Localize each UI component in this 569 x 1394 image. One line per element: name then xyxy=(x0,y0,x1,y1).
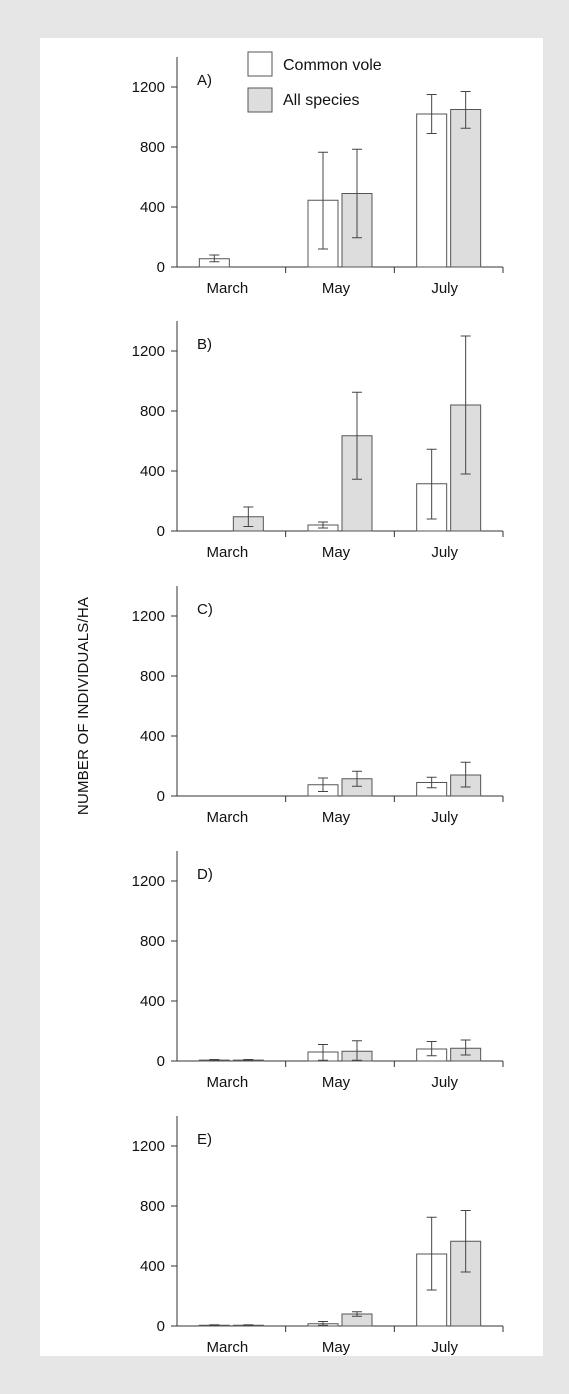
y-tick-label: 800 xyxy=(140,933,165,950)
panel-d: 0 400 800 1200 March May July D) xyxy=(132,851,504,1091)
y-tick-label: 800 xyxy=(140,1198,165,1215)
chart-panels: 0 400 800 1200 March May July A) 0 400 800 1200 Marc… xyxy=(132,57,504,1356)
bar-chart-figure: 0 400 800 1200 March May July A) 0 400 800 1200 Marc… xyxy=(75,51,504,1356)
panel-e: 0 400 800 1200 March May July E) xyxy=(132,1116,504,1356)
y-tick-label: 400 xyxy=(140,993,165,1010)
y-tick-label: 0 xyxy=(157,1053,165,1070)
y-tick-label: 0 xyxy=(157,523,165,540)
x-tick-label-may: May xyxy=(322,1339,351,1356)
panel-letter: C) xyxy=(197,601,213,618)
panel-a: 0 400 800 1200 March May July A) xyxy=(132,57,504,297)
x-tick-label-march: March xyxy=(206,1074,248,1091)
x-tick-label-march: March xyxy=(206,280,248,297)
panel-b: 0 400 800 1200 March May July B) xyxy=(132,321,504,561)
legend-label-all-species: All species xyxy=(283,92,359,109)
figure-panel: 0 400 800 1200 March May July A) 0 400 800 1200 Marc… xyxy=(40,38,543,1356)
x-tick-label-march: March xyxy=(206,1339,248,1356)
x-tick-label-may: May xyxy=(322,544,351,561)
x-tick-label-march: March xyxy=(206,809,248,826)
x-tick-label-july: July xyxy=(431,1339,458,1356)
x-tick-label-july: July xyxy=(431,544,458,561)
y-tick-label: 800 xyxy=(140,668,165,685)
legend-swatch-common-vole xyxy=(247,51,273,77)
panel-letter: A) xyxy=(197,72,212,89)
y-tick-label: 0 xyxy=(157,259,165,276)
y-tick-label: 1200 xyxy=(132,608,165,625)
panel-letter: D) xyxy=(197,866,213,883)
y-tick-label: 1200 xyxy=(132,343,165,360)
legend-swatch-all-species xyxy=(247,87,273,113)
bar-all-species-july xyxy=(450,109,482,268)
y-tick-label: 1200 xyxy=(132,1138,165,1155)
x-tick-label-july: July xyxy=(431,809,458,826)
panel-c: 0 400 800 1200 March May July C) xyxy=(132,586,504,826)
panel-letter: B) xyxy=(197,336,212,353)
chart-legend: Common vole All species xyxy=(247,51,382,113)
x-tick-label-july: July xyxy=(431,1074,458,1091)
y-tick-label: 1200 xyxy=(132,873,165,890)
x-tick-label-july: July xyxy=(431,280,458,297)
bar-common-vole-july xyxy=(416,113,448,268)
y-axis-label: NUMBER OF INDIVIDUALS/HA xyxy=(75,597,92,815)
y-tick-label: 400 xyxy=(140,199,165,216)
y-tick-label: 800 xyxy=(140,403,165,420)
y-tick-label: 0 xyxy=(157,1318,165,1335)
y-tick-label: 0 xyxy=(157,788,165,805)
y-tick-label: 400 xyxy=(140,463,165,480)
y-tick-label: 400 xyxy=(140,728,165,745)
legend-label-common-vole: Common vole xyxy=(283,57,382,74)
y-tick-label: 400 xyxy=(140,1258,165,1275)
panel-letter: E) xyxy=(197,1131,212,1148)
x-tick-label-march: March xyxy=(206,544,248,561)
x-tick-label-may: May xyxy=(322,280,351,297)
y-tick-label: 1200 xyxy=(132,79,165,96)
y-tick-label: 800 xyxy=(140,139,165,156)
x-tick-label-may: May xyxy=(322,809,351,826)
x-tick-label-may: May xyxy=(322,1074,351,1091)
